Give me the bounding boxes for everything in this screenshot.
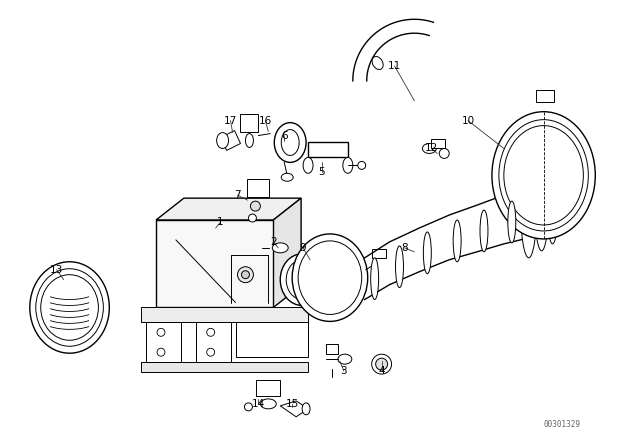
Text: 16: 16: [259, 116, 272, 125]
Polygon shape: [273, 198, 301, 307]
Ellipse shape: [521, 162, 537, 258]
Ellipse shape: [241, 271, 250, 279]
Bar: [330, 250, 342, 260]
Text: 11: 11: [388, 61, 401, 71]
Ellipse shape: [207, 328, 214, 336]
Ellipse shape: [372, 354, 392, 374]
Ellipse shape: [272, 243, 288, 253]
Text: 8: 8: [401, 243, 408, 253]
Text: 5: 5: [319, 167, 325, 177]
Text: 13: 13: [50, 265, 63, 275]
Polygon shape: [196, 323, 230, 362]
Polygon shape: [141, 362, 308, 372]
Text: 7: 7: [234, 190, 241, 200]
Ellipse shape: [248, 214, 257, 222]
Bar: [372, 249, 385, 258]
Ellipse shape: [157, 328, 165, 336]
Ellipse shape: [207, 348, 214, 356]
Ellipse shape: [217, 133, 228, 148]
Ellipse shape: [492, 112, 595, 239]
Ellipse shape: [423, 232, 431, 274]
Ellipse shape: [343, 157, 353, 173]
Ellipse shape: [499, 120, 588, 231]
Text: 6: 6: [281, 130, 287, 141]
Ellipse shape: [396, 246, 403, 288]
Ellipse shape: [30, 262, 109, 353]
Polygon shape: [156, 198, 301, 220]
Ellipse shape: [504, 125, 583, 225]
Polygon shape: [236, 323, 308, 357]
Ellipse shape: [246, 134, 253, 147]
Ellipse shape: [422, 143, 436, 154]
Ellipse shape: [250, 201, 260, 211]
Text: 15: 15: [285, 399, 299, 409]
Ellipse shape: [439, 148, 449, 159]
Polygon shape: [156, 220, 273, 307]
Ellipse shape: [41, 275, 99, 340]
Bar: [431, 138, 445, 148]
Text: 17: 17: [224, 116, 237, 125]
Ellipse shape: [302, 403, 310, 415]
Ellipse shape: [275, 123, 306, 162]
Ellipse shape: [280, 254, 324, 306]
Text: 14: 14: [252, 399, 265, 409]
Bar: [326, 344, 338, 354]
Ellipse shape: [547, 156, 559, 244]
Text: 1: 1: [218, 217, 224, 227]
Ellipse shape: [371, 258, 379, 300]
Text: 9: 9: [300, 243, 307, 253]
Text: 2: 2: [270, 237, 276, 247]
Ellipse shape: [534, 159, 548, 251]
Bar: [257, 380, 280, 396]
Ellipse shape: [157, 348, 165, 356]
Text: 12: 12: [425, 143, 438, 154]
Ellipse shape: [298, 241, 362, 314]
Polygon shape: [141, 307, 308, 323]
Bar: [248, 179, 269, 197]
Ellipse shape: [286, 260, 318, 300]
Ellipse shape: [303, 157, 313, 173]
Polygon shape: [280, 401, 308, 417]
Text: 00301329: 00301329: [543, 420, 580, 429]
Ellipse shape: [372, 56, 383, 69]
Bar: [308, 142, 348, 157]
Ellipse shape: [237, 267, 253, 283]
Ellipse shape: [281, 173, 293, 181]
Ellipse shape: [36, 269, 103, 346]
Ellipse shape: [376, 358, 388, 370]
Ellipse shape: [358, 161, 365, 169]
Ellipse shape: [244, 403, 252, 411]
Text: 3: 3: [340, 366, 347, 376]
Ellipse shape: [338, 354, 352, 364]
Polygon shape: [221, 130, 241, 151]
Polygon shape: [146, 323, 181, 362]
Bar: [241, 114, 259, 132]
Ellipse shape: [453, 220, 461, 262]
Bar: [536, 90, 554, 102]
Text: 10: 10: [461, 116, 475, 125]
Ellipse shape: [260, 399, 276, 409]
Ellipse shape: [480, 210, 488, 252]
Ellipse shape: [292, 234, 368, 321]
Ellipse shape: [508, 201, 516, 243]
Text: 4: 4: [378, 366, 385, 376]
